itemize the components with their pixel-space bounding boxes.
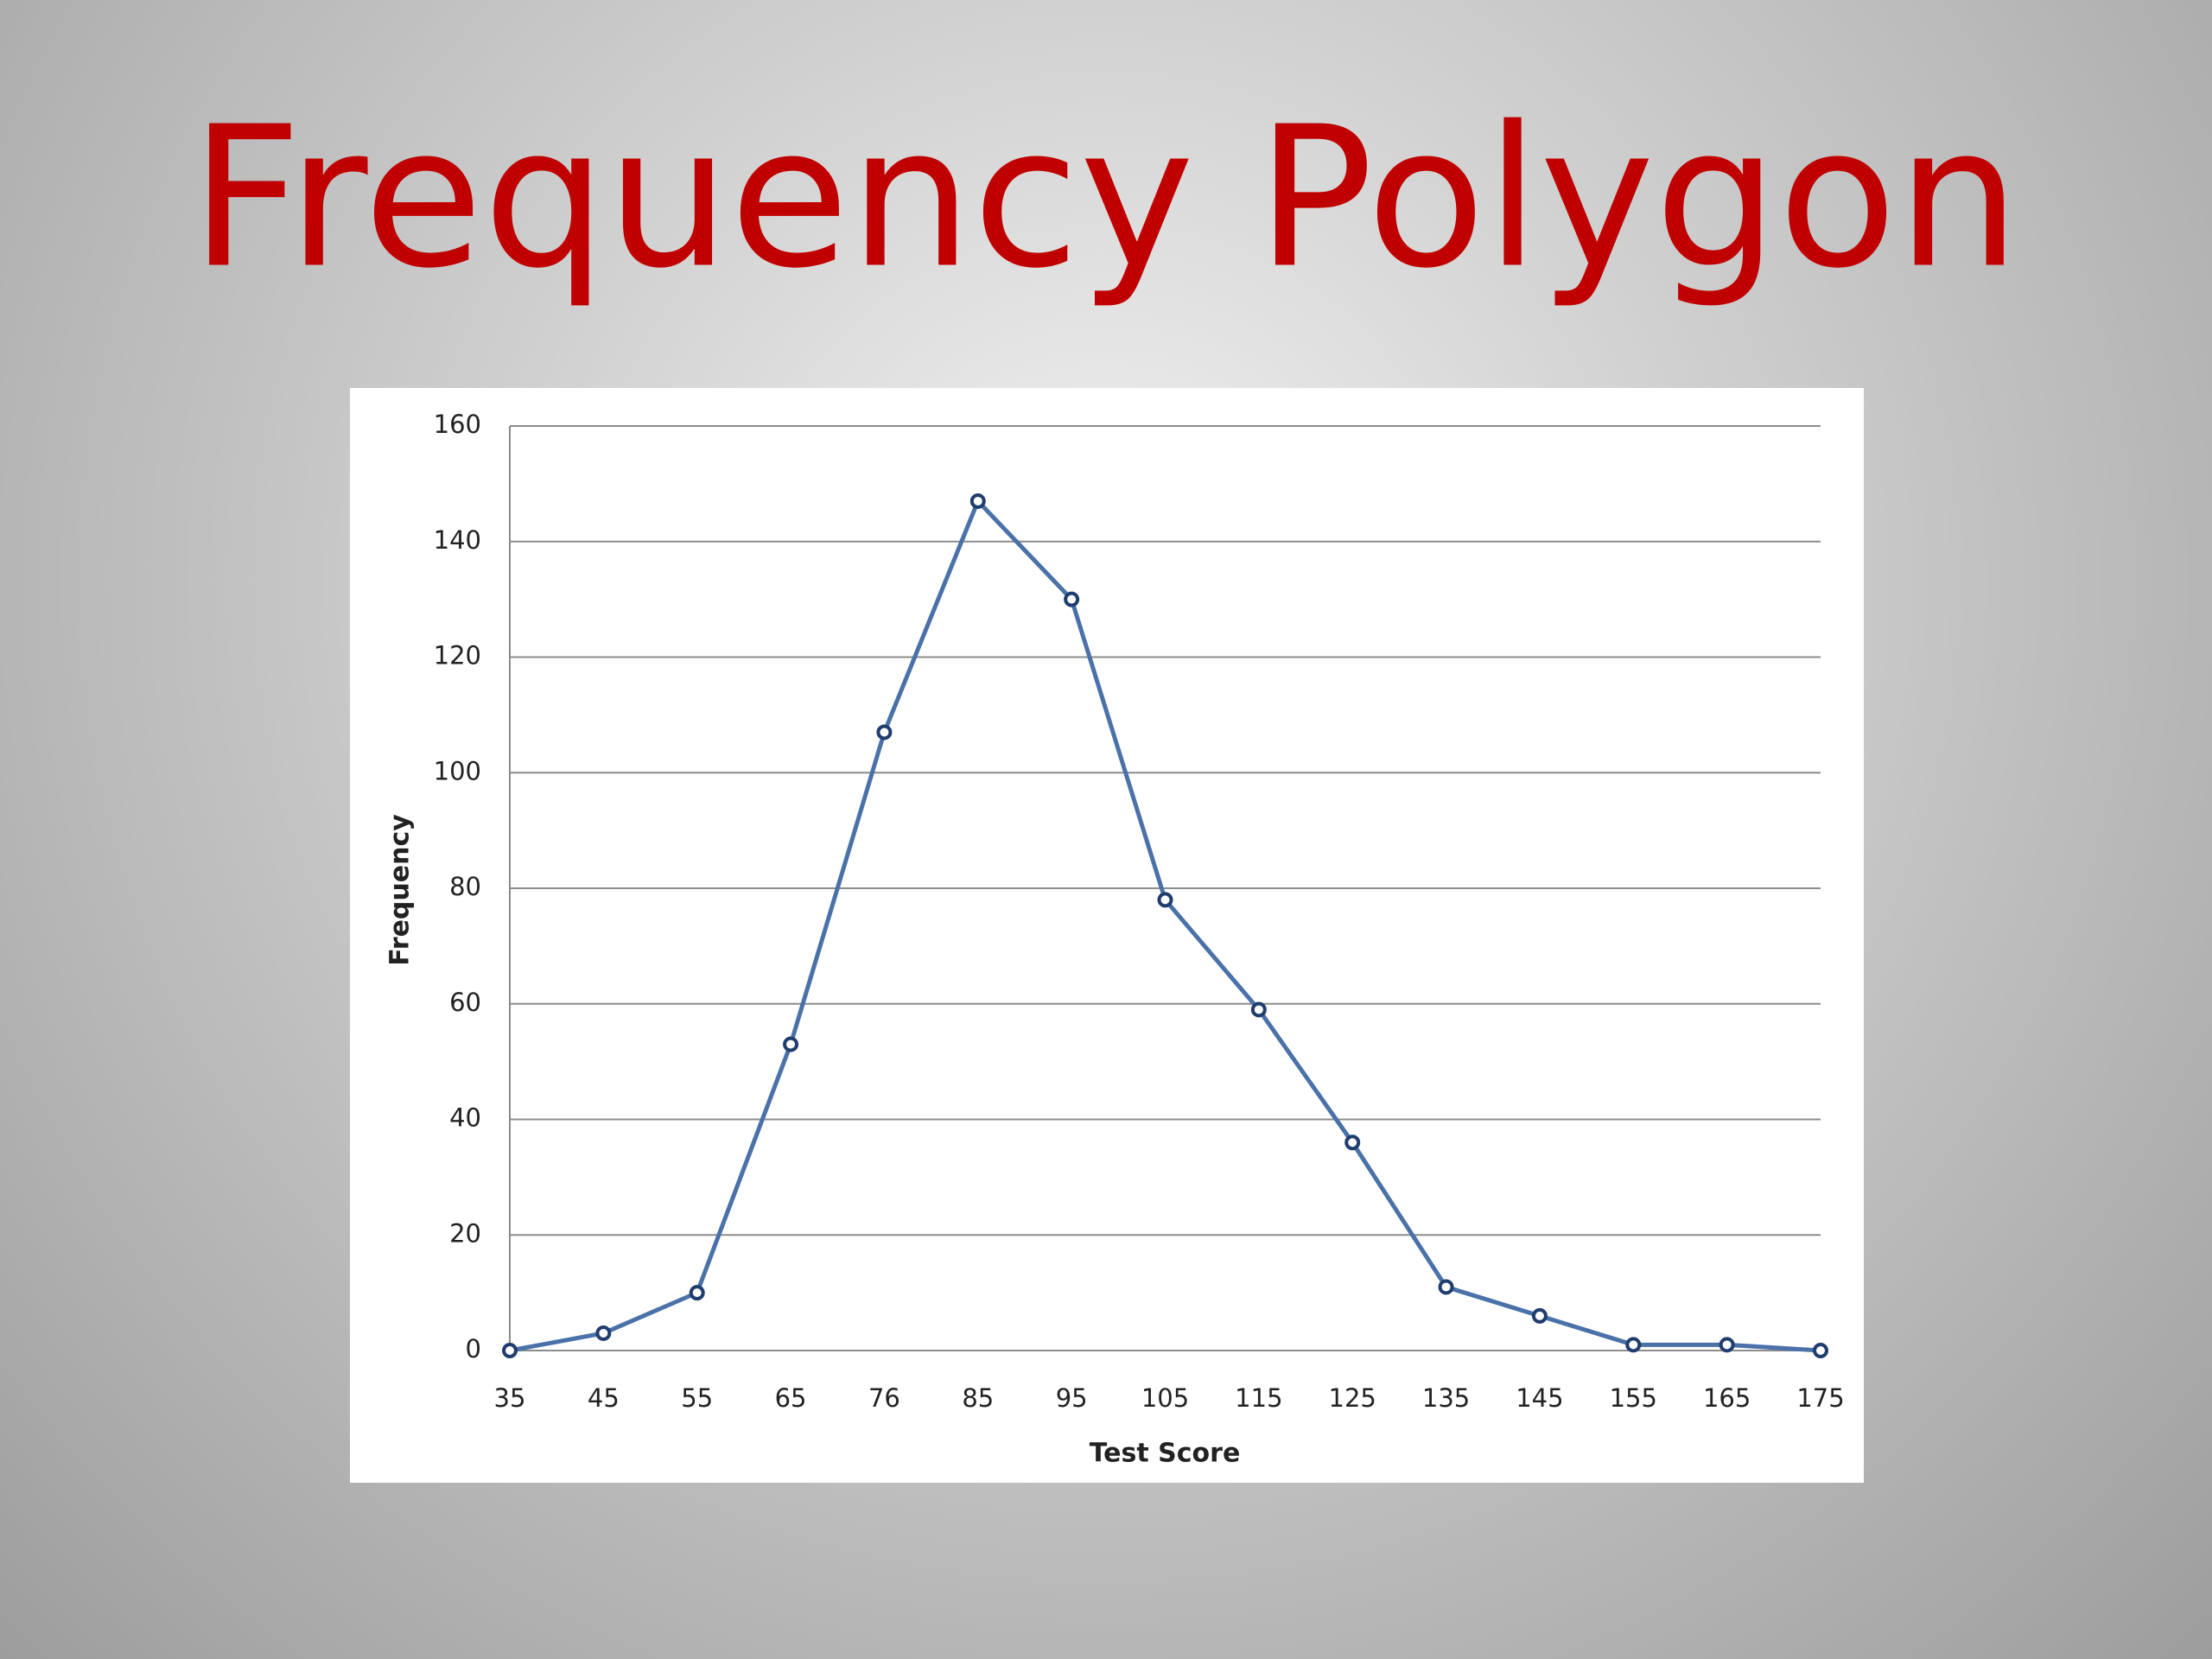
x-tick-label: 145 <box>1516 1383 1563 1413</box>
data-point <box>1250 1001 1267 1018</box>
y-tick-label: 60 <box>449 988 481 1017</box>
data-point <box>969 493 986 509</box>
x-tick-label: 45 <box>588 1383 620 1413</box>
chart-area <box>350 388 1864 1483</box>
x-tick-label: 175 <box>1796 1383 1844 1413</box>
x-tick-label: 165 <box>1703 1383 1751 1413</box>
data-point <box>689 1285 705 1301</box>
data-point <box>876 724 893 741</box>
data-point <box>1438 1279 1454 1295</box>
data-point <box>783 1036 799 1052</box>
data-point <box>1625 1337 1642 1353</box>
data-point <box>1064 591 1080 607</box>
y-axis-title: Frequency <box>385 814 416 966</box>
y-tick-label: 80 <box>449 872 481 901</box>
x-tick-label: 76 <box>868 1383 900 1413</box>
x-tick-label: 135 <box>1422 1383 1470 1413</box>
data-point <box>1719 1337 1735 1353</box>
x-tick-label: 55 <box>681 1383 713 1413</box>
data-point <box>1531 1307 1548 1324</box>
x-tick-label: 95 <box>1056 1383 1088 1413</box>
data-point <box>1813 1343 1828 1358</box>
y-tick-label: 0 <box>466 1334 481 1363</box>
x-axis-title: Test Score <box>1090 1439 1241 1469</box>
x-tick-label: 65 <box>775 1383 807 1413</box>
y-tick-label: 40 <box>449 1103 481 1133</box>
x-tick-label: 105 <box>1141 1383 1189 1413</box>
x-tick-label: 155 <box>1610 1383 1657 1413</box>
y-tick-label: 120 <box>434 641 481 671</box>
data-point <box>1157 892 1173 908</box>
chart-title: Frequency Polygon <box>190 86 2020 312</box>
x-tick-label: 35 <box>494 1383 526 1413</box>
y-tick-label: 20 <box>449 1218 481 1248</box>
x-tick-label: 115 <box>1235 1383 1282 1413</box>
data-point <box>595 1325 612 1341</box>
x-tick-label: 125 <box>1329 1383 1376 1413</box>
y-tick-label: 100 <box>434 756 481 785</box>
y-tick-label: 160 <box>434 410 481 439</box>
data-point <box>502 1343 518 1358</box>
data-point <box>1344 1135 1361 1151</box>
x-tick-label: 85 <box>962 1383 994 1413</box>
y-tick-label: 140 <box>434 525 481 555</box>
